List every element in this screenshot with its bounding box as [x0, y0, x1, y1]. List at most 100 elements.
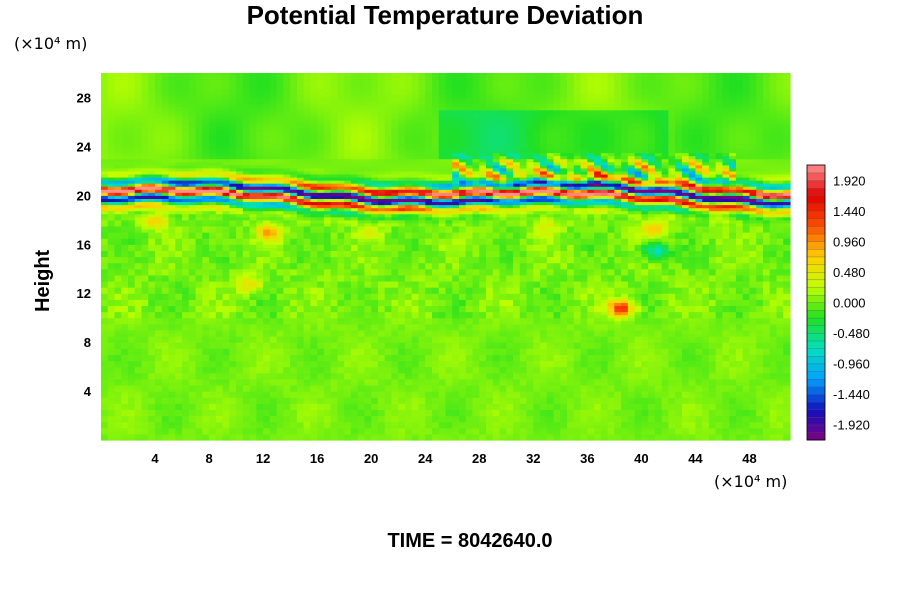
- heatmap-cell: [276, 305, 284, 310]
- heatmap-cell: [236, 207, 244, 212]
- heatmap-cell: [155, 290, 163, 294]
- heatmap-cell: [323, 158, 332, 163]
- heatmap-cell: [121, 351, 129, 355]
- heatmap-cell: [202, 115, 210, 120]
- heatmap-cell: [195, 149, 203, 154]
- heatmap-cell: [202, 121, 210, 126]
- heatmap-cell: [148, 357, 156, 362]
- heatmap-cell: [269, 173, 278, 178]
- heatmap-cell: [107, 256, 116, 261]
- heatmap-cell: [323, 296, 332, 300]
- heatmap-cell: [114, 351, 122, 355]
- heatmap-cell: [141, 406, 149, 411]
- heatmap-cell: [296, 131, 305, 135]
- heatmap-cell: [303, 115, 311, 120]
- heatmap-cell: [182, 299, 190, 303]
- heatmap-cell: [101, 118, 109, 123]
- heatmap-cell: [303, 360, 311, 365]
- heatmap-cell: [296, 332, 305, 337]
- heatmap-cell: [283, 268, 291, 273]
- heatmap-cell: [222, 94, 230, 99]
- heatmap-cell: [188, 277, 197, 282]
- heatmap-cell: [337, 134, 345, 138]
- heatmap-cell: [330, 354, 339, 359]
- heatmap-cell: [141, 149, 149, 154]
- heatmap-cell: [188, 100, 197, 105]
- heatmap-cell: [175, 155, 183, 160]
- heatmap-cell: [168, 332, 176, 337]
- heatmap-cell: [222, 360, 230, 365]
- heatmap-cell: [121, 421, 129, 426]
- heatmap-cell: [175, 115, 183, 120]
- heatmap-cell: [148, 164, 156, 169]
- heatmap-cell: [310, 375, 318, 380]
- heatmap-cell: [310, 262, 318, 267]
- heatmap-cell: [242, 348, 251, 352]
- heatmap-cell: [222, 412, 230, 417]
- heatmap-cell: [256, 103, 264, 108]
- heatmap-cell: [168, 109, 176, 114]
- heatmap-cell: [242, 173, 251, 178]
- heatmap-cell: [128, 186, 136, 190]
- heatmap-cell: [141, 336, 149, 340]
- heatmap-cell: [276, 244, 284, 248]
- heatmap-cell: [303, 149, 311, 154]
- heatmap-cell: [161, 115, 170, 120]
- heatmap-cell: [330, 372, 339, 377]
- heatmap-cell: [222, 146, 230, 151]
- heatmap-cell: [310, 308, 318, 313]
- heatmap-cell: [283, 124, 291, 129]
- heatmap-cell: [242, 299, 251, 303]
- heatmap-cell: [263, 143, 271, 147]
- heatmap-cell: [317, 277, 325, 282]
- heatmap-cell: [296, 287, 305, 291]
- heatmap-cell: [175, 124, 183, 129]
- heatmap-cell: [101, 418, 109, 423]
- heatmap-cell: [242, 222, 251, 227]
- heatmap-cell: [222, 76, 230, 80]
- heatmap-cell: [229, 225, 237, 230]
- heatmap-cell: [107, 149, 116, 154]
- heatmap-cell: [337, 430, 345, 435]
- heatmap-cell: [141, 232, 149, 236]
- heatmap-cell: [269, 225, 278, 230]
- heatmap-cell: [330, 210, 339, 215]
- heatmap-cell: [168, 164, 176, 169]
- heatmap-cell: [276, 348, 284, 352]
- heatmap-cell: [168, 213, 176, 218]
- heatmap-cell: [296, 79, 305, 83]
- heatmap-cell: [323, 290, 332, 294]
- heatmap-cell: [276, 241, 284, 245]
- heatmap-cell: [323, 320, 332, 325]
- heatmap-cell: [290, 97, 298, 102]
- heatmap-cell: [148, 280, 156, 285]
- heatmap-cell: [188, 106, 197, 111]
- heatmap-cell: [330, 391, 339, 395]
- heatmap-cell: [195, 256, 203, 261]
- heatmap-cell: [155, 253, 163, 258]
- heatmap-cell: [148, 250, 156, 255]
- heatmap-cell: [141, 244, 149, 248]
- heatmap-cell: [290, 118, 298, 123]
- heatmap-cell: [155, 397, 163, 401]
- heatmap-cell: [155, 115, 163, 120]
- heatmap-cell: [209, 109, 217, 114]
- heatmap-cell: [242, 219, 251, 224]
- heatmap-cell: [303, 388, 311, 392]
- heatmap-cell: [114, 140, 122, 144]
- heatmap-cell: [134, 79, 143, 83]
- heatmap-cell: [182, 91, 190, 96]
- heatmap-cell: [303, 372, 311, 377]
- heatmap-cell: [222, 176, 230, 181]
- heatmap-cell: [128, 85, 136, 89]
- heatmap-cell: [269, 305, 278, 310]
- heatmap-cell: [283, 167, 291, 172]
- heatmap-cell: [337, 201, 345, 206]
- heatmap-cell: [188, 342, 197, 346]
- heatmap-cell: [168, 152, 176, 157]
- heatmap-cell: [337, 305, 345, 310]
- heatmap-cell: [128, 326, 136, 331]
- heatmap-cell: [101, 268, 109, 273]
- heatmap-cell: [269, 183, 278, 187]
- heatmap-cell: [141, 225, 149, 230]
